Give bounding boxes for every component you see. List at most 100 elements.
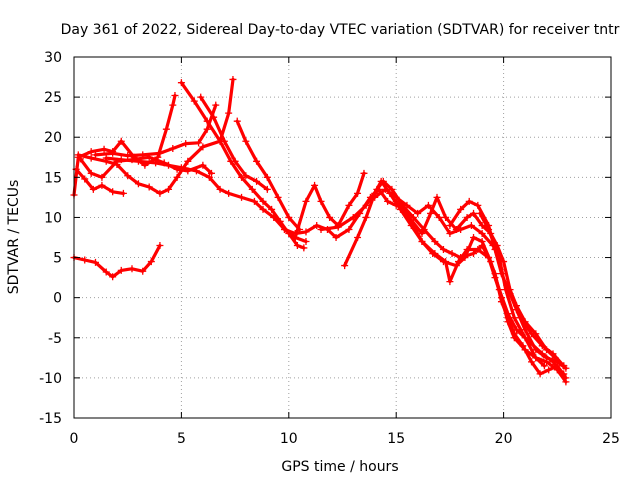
y-tick-label: 30 — [44, 50, 62, 66]
data-point — [323, 225, 331, 233]
data-point — [274, 193, 282, 201]
data-point — [332, 234, 340, 241]
x-tick-label: 5 — [177, 431, 186, 447]
tick-labels: 0 5 10 15 20 25 -15 -10 -5 0 5 10 15 20 25 30 — [39, 50, 620, 447]
data-point — [467, 221, 475, 229]
y-tick-label: -5 — [48, 331, 62, 347]
data-point — [199, 161, 207, 169]
y-tick-label: 5 — [53, 251, 62, 267]
data-point — [91, 151, 99, 159]
data-point — [424, 201, 432, 209]
data-point — [225, 189, 233, 197]
data-point — [117, 137, 125, 145]
data-point — [238, 193, 246, 201]
data-point — [113, 157, 121, 165]
data-point — [403, 201, 411, 209]
chart-title: Day 361 of 2022, Sidereal Day-to-day VTE… — [61, 22, 620, 38]
data-point — [543, 354, 551, 362]
data-point — [435, 213, 443, 221]
data-point — [532, 354, 540, 362]
data-point — [476, 209, 484, 217]
data-series-track-6 — [93, 103, 218, 158]
data-point — [463, 246, 471, 254]
data-point — [124, 152, 132, 160]
data-point — [119, 189, 127, 197]
data-point — [197, 93, 205, 101]
data-point — [156, 149, 164, 157]
data-point — [478, 238, 486, 246]
data-point — [225, 109, 233, 117]
data-point — [474, 201, 482, 209]
data-point — [162, 125, 170, 133]
data-point — [485, 254, 493, 262]
data-point — [281, 225, 289, 233]
data-point — [491, 246, 499, 254]
data-point — [538, 342, 546, 350]
data-traces — [72, 77, 568, 384]
data-point — [504, 314, 512, 322]
data-point — [538, 350, 546, 358]
data-point — [156, 242, 164, 250]
data-point — [313, 221, 321, 229]
data-point — [405, 213, 413, 221]
data-point — [349, 213, 357, 221]
data-point — [184, 167, 192, 175]
data-point — [487, 258, 495, 266]
y-tick-label: 10 — [44, 210, 62, 226]
data-point — [478, 229, 486, 237]
data-point — [205, 173, 213, 181]
data-point — [536, 370, 544, 378]
data-point — [293, 242, 301, 250]
data-point — [109, 188, 117, 196]
data-point — [354, 234, 362, 241]
data-point — [521, 346, 529, 354]
data-point — [263, 173, 271, 181]
y-axis-label: SDTVAR / TECUs — [6, 180, 22, 295]
data-point — [173, 165, 181, 173]
data-point — [89, 185, 97, 193]
y-tick-label: 15 — [44, 170, 62, 186]
data-point — [345, 225, 353, 233]
data-series-track-3 — [74, 167, 125, 195]
data-point — [528, 330, 536, 338]
data-point — [291, 229, 299, 237]
data-point — [199, 143, 207, 151]
data-point — [362, 201, 370, 209]
data-point — [420, 225, 428, 233]
data-point — [418, 238, 426, 246]
data-point — [156, 189, 164, 197]
data-point — [356, 209, 364, 217]
data-point — [76, 155, 84, 163]
data-point — [102, 154, 110, 162]
data-point — [270, 213, 278, 221]
data-point — [521, 334, 529, 342]
data-point — [190, 97, 198, 105]
data-point — [91, 258, 99, 266]
data-point — [448, 250, 456, 258]
data-point — [87, 148, 95, 156]
data-point — [177, 79, 185, 87]
data-point — [334, 223, 342, 231]
data-point — [317, 225, 325, 233]
grid — [74, 57, 611, 418]
data-point — [485, 225, 493, 233]
data-point — [442, 258, 450, 266]
data-point — [285, 229, 293, 237]
data-point — [407, 221, 415, 229]
x-tick-label: 0 — [70, 431, 79, 447]
data-point — [549, 350, 557, 358]
data-point — [446, 229, 454, 237]
data-point — [87, 154, 95, 162]
data-point — [210, 113, 218, 121]
data-point — [525, 338, 533, 346]
data-point — [497, 298, 505, 306]
data-point — [169, 144, 177, 152]
data-markers — [70, 75, 570, 386]
data-point — [109, 273, 117, 281]
data-point — [388, 185, 396, 193]
data-point — [392, 193, 400, 201]
data-point — [134, 180, 142, 188]
data-point — [276, 217, 284, 225]
data-point — [543, 346, 551, 354]
data-point — [74, 151, 82, 159]
